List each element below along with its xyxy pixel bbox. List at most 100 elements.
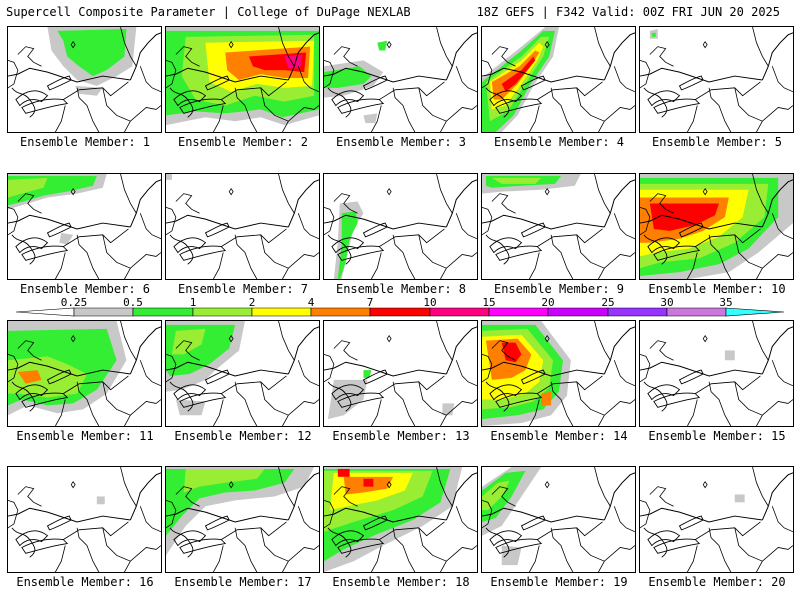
scp-contour-fill: [363, 478, 374, 487]
scp-field-map: [482, 321, 635, 426]
colorbar-tick-label: 2: [249, 296, 256, 309]
ensemble-member-map: [165, 320, 320, 427]
ensemble-member-label: Ensemble Member: 8: [335, 282, 467, 296]
scp-contour-fill: [442, 403, 455, 416]
scp-field-map: [166, 321, 319, 426]
ensemble-member-label: Ensemble Member: 9: [493, 282, 625, 296]
ensemble-member-map: [323, 466, 478, 573]
ensemble-member-label: Ensemble Member: 2: [177, 135, 309, 149]
scp-field-map: [482, 174, 635, 279]
basemap-outline: [324, 174, 477, 279]
basemap-outline: [166, 321, 319, 426]
colorbar-tick-label: 0.25: [61, 296, 88, 309]
basemap-outline: [482, 321, 635, 426]
ensemble-member-label: Ensemble Member: 11: [16, 429, 154, 443]
scp-field-map: [482, 467, 635, 572]
colorbar-tick-label: 7: [367, 296, 374, 309]
scp-field-map: [166, 27, 319, 132]
scp-field-map: [640, 27, 793, 132]
scp-contour-fill: [734, 494, 745, 503]
ensemble-member-map: [481, 26, 636, 133]
basemap-outline: [166, 27, 319, 132]
scp-contour-fill: [363, 370, 372, 378]
chart-title: Supercell Composite Parameter | College …: [6, 5, 411, 19]
basemap-outline: [640, 27, 793, 132]
colorbar-swatch: [310, 307, 371, 317]
scp-contour-fill: [327, 379, 368, 420]
basemap-outline: [8, 467, 161, 572]
colorbar-swatch: [547, 307, 609, 317]
valid-time: 18Z GEFS | F342 Valid: 00Z FRI JUN 20 20…: [476, 5, 780, 19]
colorbar-swatch: [725, 307, 785, 317]
ensemble-member-map: [323, 320, 478, 427]
ensemble-member-label: Ensemble Member: 20: [648, 575, 786, 589]
colorbar-tick-label: 25: [601, 296, 614, 309]
scp-contour-fill: [337, 211, 358, 279]
colorbar-tick-label: 1: [190, 296, 197, 309]
basemap-outline: [8, 321, 161, 426]
scp-contour-fill: [501, 342, 522, 363]
scp-contour-fill: [59, 232, 74, 245]
colorbar-swatch: [488, 307, 549, 317]
ensemble-member-label: Ensemble Member: 5: [651, 135, 783, 149]
scp-field-map: [640, 174, 793, 279]
basemap-outline: [640, 174, 793, 279]
colorbar-swatch: [251, 307, 312, 317]
basemap-outline: [640, 467, 793, 572]
basemap-outline: [482, 174, 635, 279]
colorbar-tick-label: 0.5: [123, 296, 143, 309]
ensemble-member-label: Ensemble Member: 16: [16, 575, 154, 589]
scp-field-map: [482, 27, 635, 132]
scp-field-map: [8, 27, 161, 132]
scp-contour-fill: [363, 113, 378, 124]
scp-contour-fill: [651, 32, 656, 37]
ensemble-member-label: Ensemble Member: 19: [490, 575, 628, 589]
basemap-outline: [166, 174, 319, 279]
scp-field-map: [166, 174, 319, 279]
ensemble-member-label: Ensemble Member: 6: [19, 282, 151, 296]
ensemble-member-map: [165, 173, 320, 280]
ensemble-member-label: Ensemble Member: 4: [493, 135, 625, 149]
scp-contour-fill: [57, 28, 127, 77]
colorbar-swatch: [73, 307, 134, 317]
scp-contour-fill: [337, 468, 350, 477]
basemap-outline: [324, 27, 477, 132]
scp-field-map: [8, 321, 161, 426]
ensemble-member-label: Ensemble Member: 14: [490, 429, 628, 443]
basemap-outline: [8, 27, 161, 132]
colorbar-swatch: [369, 307, 431, 317]
colorbar-tick-label: 10: [423, 296, 436, 309]
basemap-outline: [324, 321, 477, 426]
ensemble-member-label: Ensemble Member: 10: [648, 282, 786, 296]
scp-field-map: [640, 321, 793, 426]
scp-contour-fill: [8, 177, 48, 198]
scp-field-map: [324, 174, 477, 279]
ensemble-member-map: [481, 466, 636, 573]
ensemble-member-map: [639, 320, 794, 427]
ensemble-member-map: [639, 173, 794, 280]
basemap-outline: [166, 467, 319, 572]
basemap-outline: [640, 321, 793, 426]
scp-contour-fill: [377, 40, 388, 51]
scp-contour-fill: [166, 174, 172, 180]
colorbar-tick-label: 35: [719, 296, 732, 309]
scp-contour-fill: [183, 468, 265, 493]
scp-field-map: [324, 321, 477, 426]
ensemble-member-map: [323, 173, 478, 280]
ensemble-member-map: [639, 466, 794, 573]
ensemble-member-map: [165, 26, 320, 133]
scp-field-map: [640, 467, 793, 572]
ensemble-member-map: [7, 466, 162, 573]
scp-field-map: [324, 467, 477, 572]
scp-field-map: [324, 27, 477, 132]
basemap-outline: [324, 467, 477, 572]
colorbar-swatch: [15, 307, 75, 317]
scp-field-map: [8, 174, 161, 279]
scp-field-map: [8, 467, 161, 572]
ensemble-member-label: Ensemble Member: 13: [332, 429, 470, 443]
colorbar-tick-label: 4: [308, 296, 315, 309]
colorbar-tick-label: 30: [660, 296, 673, 309]
scp-contour-fill: [501, 545, 522, 566]
colorbar-swatch: [192, 307, 253, 317]
colorbar-swatch: [666, 307, 727, 317]
